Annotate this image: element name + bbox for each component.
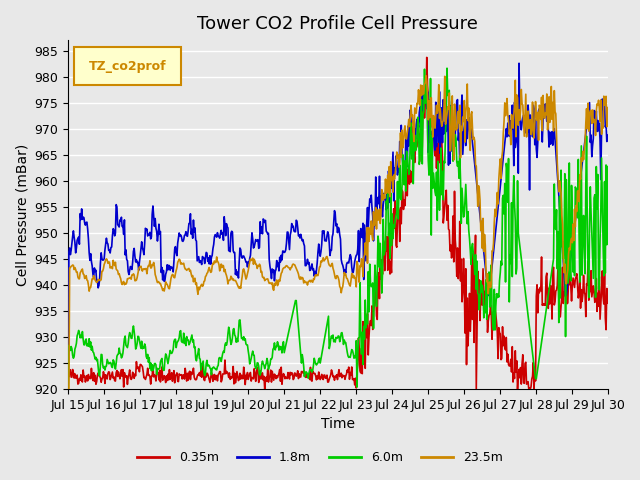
Text: TZ_co2prof: TZ_co2prof [89,60,166,73]
X-axis label: Time: Time [321,418,355,432]
Title: Tower CO2 Profile Cell Pressure: Tower CO2 Profile Cell Pressure [197,15,478,33]
Legend: 0.35m, 1.8m, 6.0m, 23.5m: 0.35m, 1.8m, 6.0m, 23.5m [132,446,508,469]
FancyBboxPatch shape [74,47,181,85]
Y-axis label: Cell Pressure (mBar): Cell Pressure (mBar) [15,144,29,286]
